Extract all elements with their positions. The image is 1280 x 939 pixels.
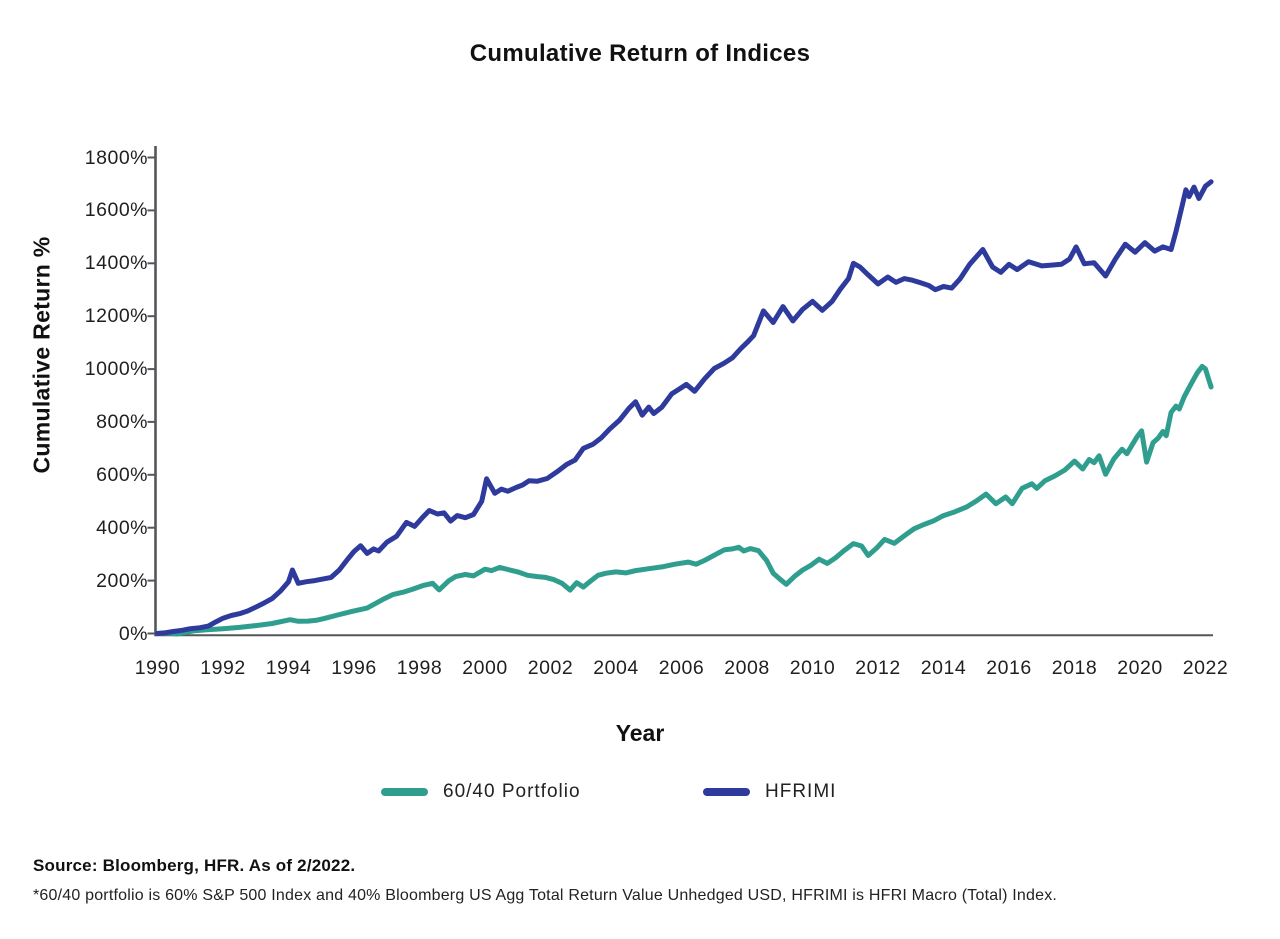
y-axis-tick-label: 800% (96, 410, 148, 433)
y-axis-tick-label: 0% (118, 622, 148, 645)
legend-item-6040-portfolio: 60/40 Portfolio (381, 780, 581, 804)
x-axis-tick-label: 2010 (789, 657, 836, 679)
x-axis-tick-label: 1992 (200, 657, 246, 679)
x-axis-tick-label: 2006 (658, 657, 705, 679)
x-axis-tick-label: 2014 (920, 657, 967, 679)
y-axis-tick-label: 1800% (84, 146, 148, 169)
legend-item-hfrimi: HFRIMI (703, 780, 836, 804)
x-axis-tick-label: 2004 (593, 657, 639, 679)
x-axis-tick-label: 2002 (527, 657, 574, 679)
legend: 60/40 Portfolio HFRIMI (0, 780, 1280, 806)
y-axis-tick-label: 1600% (84, 199, 148, 222)
source-note: Source: Bloomberg, HFR. As of 2/2022. (33, 856, 356, 875)
legend-label-hfrimi: HFRIMI (765, 781, 837, 802)
x-axis-tick-label: 1996 (331, 657, 377, 679)
x-axis-tick-label: 2012 (855, 657, 901, 679)
x-axis-tick-label: 1998 (396, 657, 443, 679)
series-line-hfrimi (155, 179, 1214, 636)
y-axis-tick-label: 1200% (84, 305, 148, 328)
y-axis-tick-label: 1400% (84, 252, 148, 275)
x-axis-tick-label: 2016 (986, 657, 1032, 679)
legend-label-6040-portfolio: 60/40 Portfolio (443, 781, 581, 802)
y-axis-tick-label: 200% (96, 569, 148, 592)
x-axis-tick-label: 1994 (265, 657, 312, 679)
y-axis-tick-label: 400% (96, 516, 148, 539)
x-axis-tick-label: 2008 (724, 657, 770, 679)
legend-swatch-6040-portfolio-icon (381, 788, 428, 796)
footnote: *60/40 portfolio is 60% S&P 500 Index an… (33, 887, 1058, 904)
legend-swatch-hfrimi-icon (703, 788, 750, 796)
x-axis-tick-label: 2020 (1117, 657, 1163, 679)
chart-title: Cumulative Return of Indices (469, 40, 811, 67)
y-axis-tick-label: 1000% (84, 358, 148, 381)
series-line-6040-portfolio (155, 363, 1214, 637)
y-axis-tick-label: 600% (96, 463, 148, 486)
x-axis-tick-label: 2022 (1182, 657, 1229, 679)
x-axis-tick-label: 1990 (134, 657, 181, 679)
x-axis-tick-label: 2000 (462, 657, 508, 679)
x-axis-tick-label: 2018 (1051, 657, 1098, 679)
x-axis-title: Year (615, 720, 665, 746)
